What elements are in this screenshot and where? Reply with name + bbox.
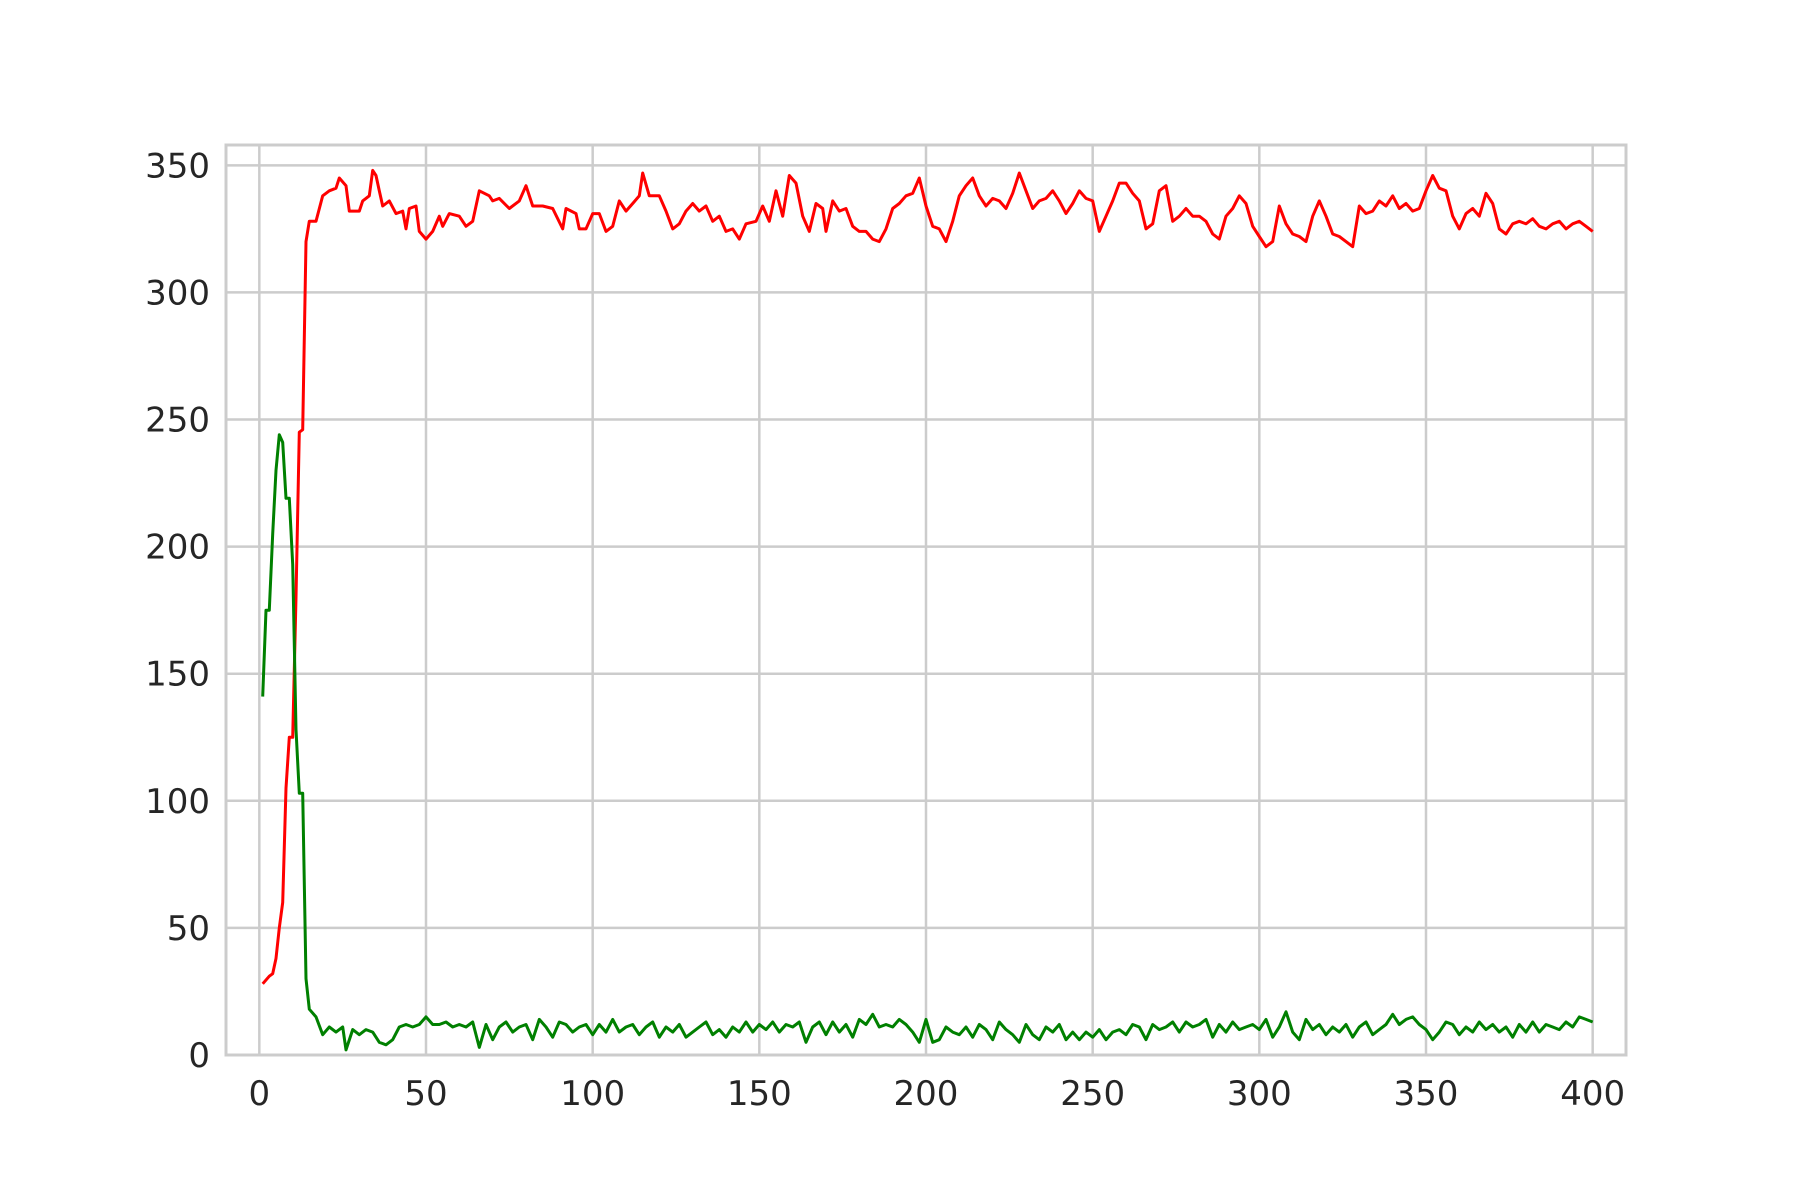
x-tick-label: 0 [249,1074,271,1114]
series-line-2 [261,433,1594,1052]
x-tick-label: 300 [1227,1074,1292,1114]
y-axis-tick-labels: 0 50 100 150 200 250 300 350 [145,146,210,1076]
x-tick-label: 100 [560,1074,625,1114]
grid [226,145,1626,1057]
y-tick-label: 100 [145,782,210,822]
x-tick-label: 350 [1394,1074,1459,1114]
y-tick-label: 250 [145,401,210,441]
x-tick-label: 400 [1560,1074,1625,1114]
axes-frame [224,143,1628,1057]
y-tick-label: 200 [145,528,210,568]
y-tick-label: 300 [145,273,210,313]
x-tick-label: 50 [404,1074,447,1114]
y-tick-label: 50 [167,909,210,949]
x-tick-label: 150 [727,1074,792,1114]
y-tick-label: 150 [145,655,210,695]
y-tick-label: 350 [145,146,210,186]
series-line-1 [261,168,1594,985]
x-tick-label: 200 [894,1074,959,1114]
x-tick-label: 250 [1060,1074,1125,1114]
y-tick-label: 0 [188,1036,210,1076]
series-layer [261,168,1594,1052]
x-axis-tick-labels: 0 50 100 150 200 250 300 350 400 [249,1074,1626,1114]
